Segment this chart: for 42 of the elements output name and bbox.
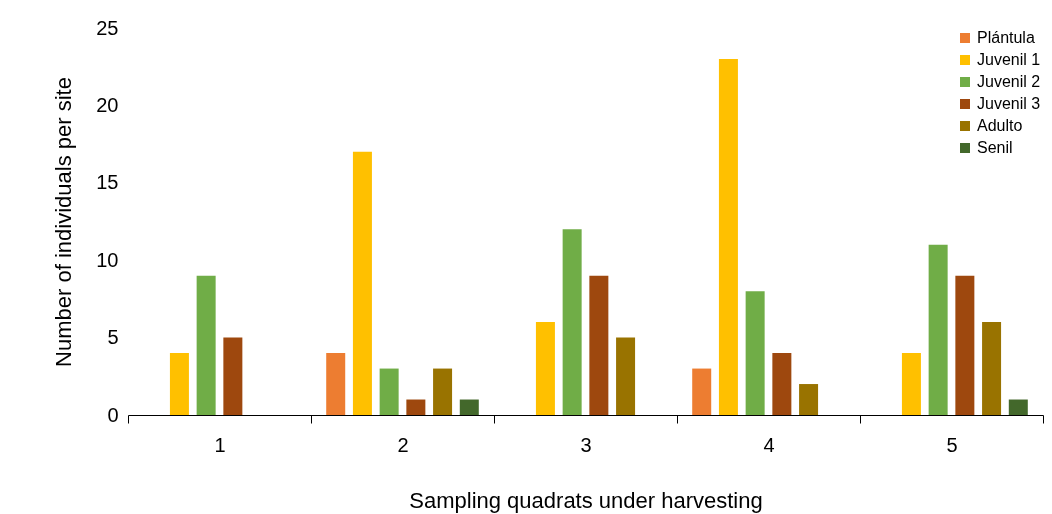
- bar: [1008, 399, 1028, 415]
- y-tick-label: 0: [107, 403, 119, 426]
- legend-label: Plántula: [977, 29, 1035, 46]
- bar: [459, 399, 479, 415]
- y-tick-label: 25: [96, 16, 119, 39]
- bar: [433, 368, 453, 415]
- y-tick-label: 15: [96, 171, 119, 194]
- bar: [589, 275, 609, 415]
- bar: [535, 322, 555, 415]
- bar: [692, 368, 712, 415]
- bar: [772, 353, 792, 415]
- bar: [352, 151, 372, 415]
- x-tick-label: 4: [763, 433, 775, 456]
- bar: [799, 384, 819, 415]
- legend-label: Juvenil 2: [977, 73, 1041, 90]
- legend-label: Juvenil 3: [977, 95, 1041, 112]
- bar: [326, 353, 346, 415]
- bar: [718, 58, 738, 415]
- x-tick-label: 2: [397, 433, 409, 456]
- bar: [223, 337, 243, 415]
- y-tick-label: 5: [107, 326, 119, 349]
- x-tick-label: 1: [214, 433, 226, 456]
- x-tick-label: 3: [580, 433, 592, 456]
- bar: [982, 322, 1002, 415]
- y-tick-label: 20: [96, 93, 119, 116]
- bar: [406, 399, 426, 415]
- y-tick-label: 10: [96, 248, 119, 271]
- bar: [169, 353, 189, 415]
- bar: [901, 353, 921, 415]
- bar: [196, 275, 216, 415]
- legend-label: Adulto: [977, 117, 1023, 134]
- bar: [928, 244, 948, 415]
- bar: [955, 275, 975, 415]
- legend-label: Juvenil 1: [977, 51, 1041, 68]
- y-axis-title: Number of individuals per site: [51, 77, 77, 367]
- legend-label: Senil: [977, 139, 1013, 156]
- bar: [379, 368, 399, 415]
- x-tick-label: 5: [946, 433, 958, 456]
- bar: [616, 337, 636, 415]
- bar: [745, 291, 765, 415]
- x-axis-title: Sampling quadrats under harvesting: [409, 487, 763, 513]
- bar: [562, 229, 582, 415]
